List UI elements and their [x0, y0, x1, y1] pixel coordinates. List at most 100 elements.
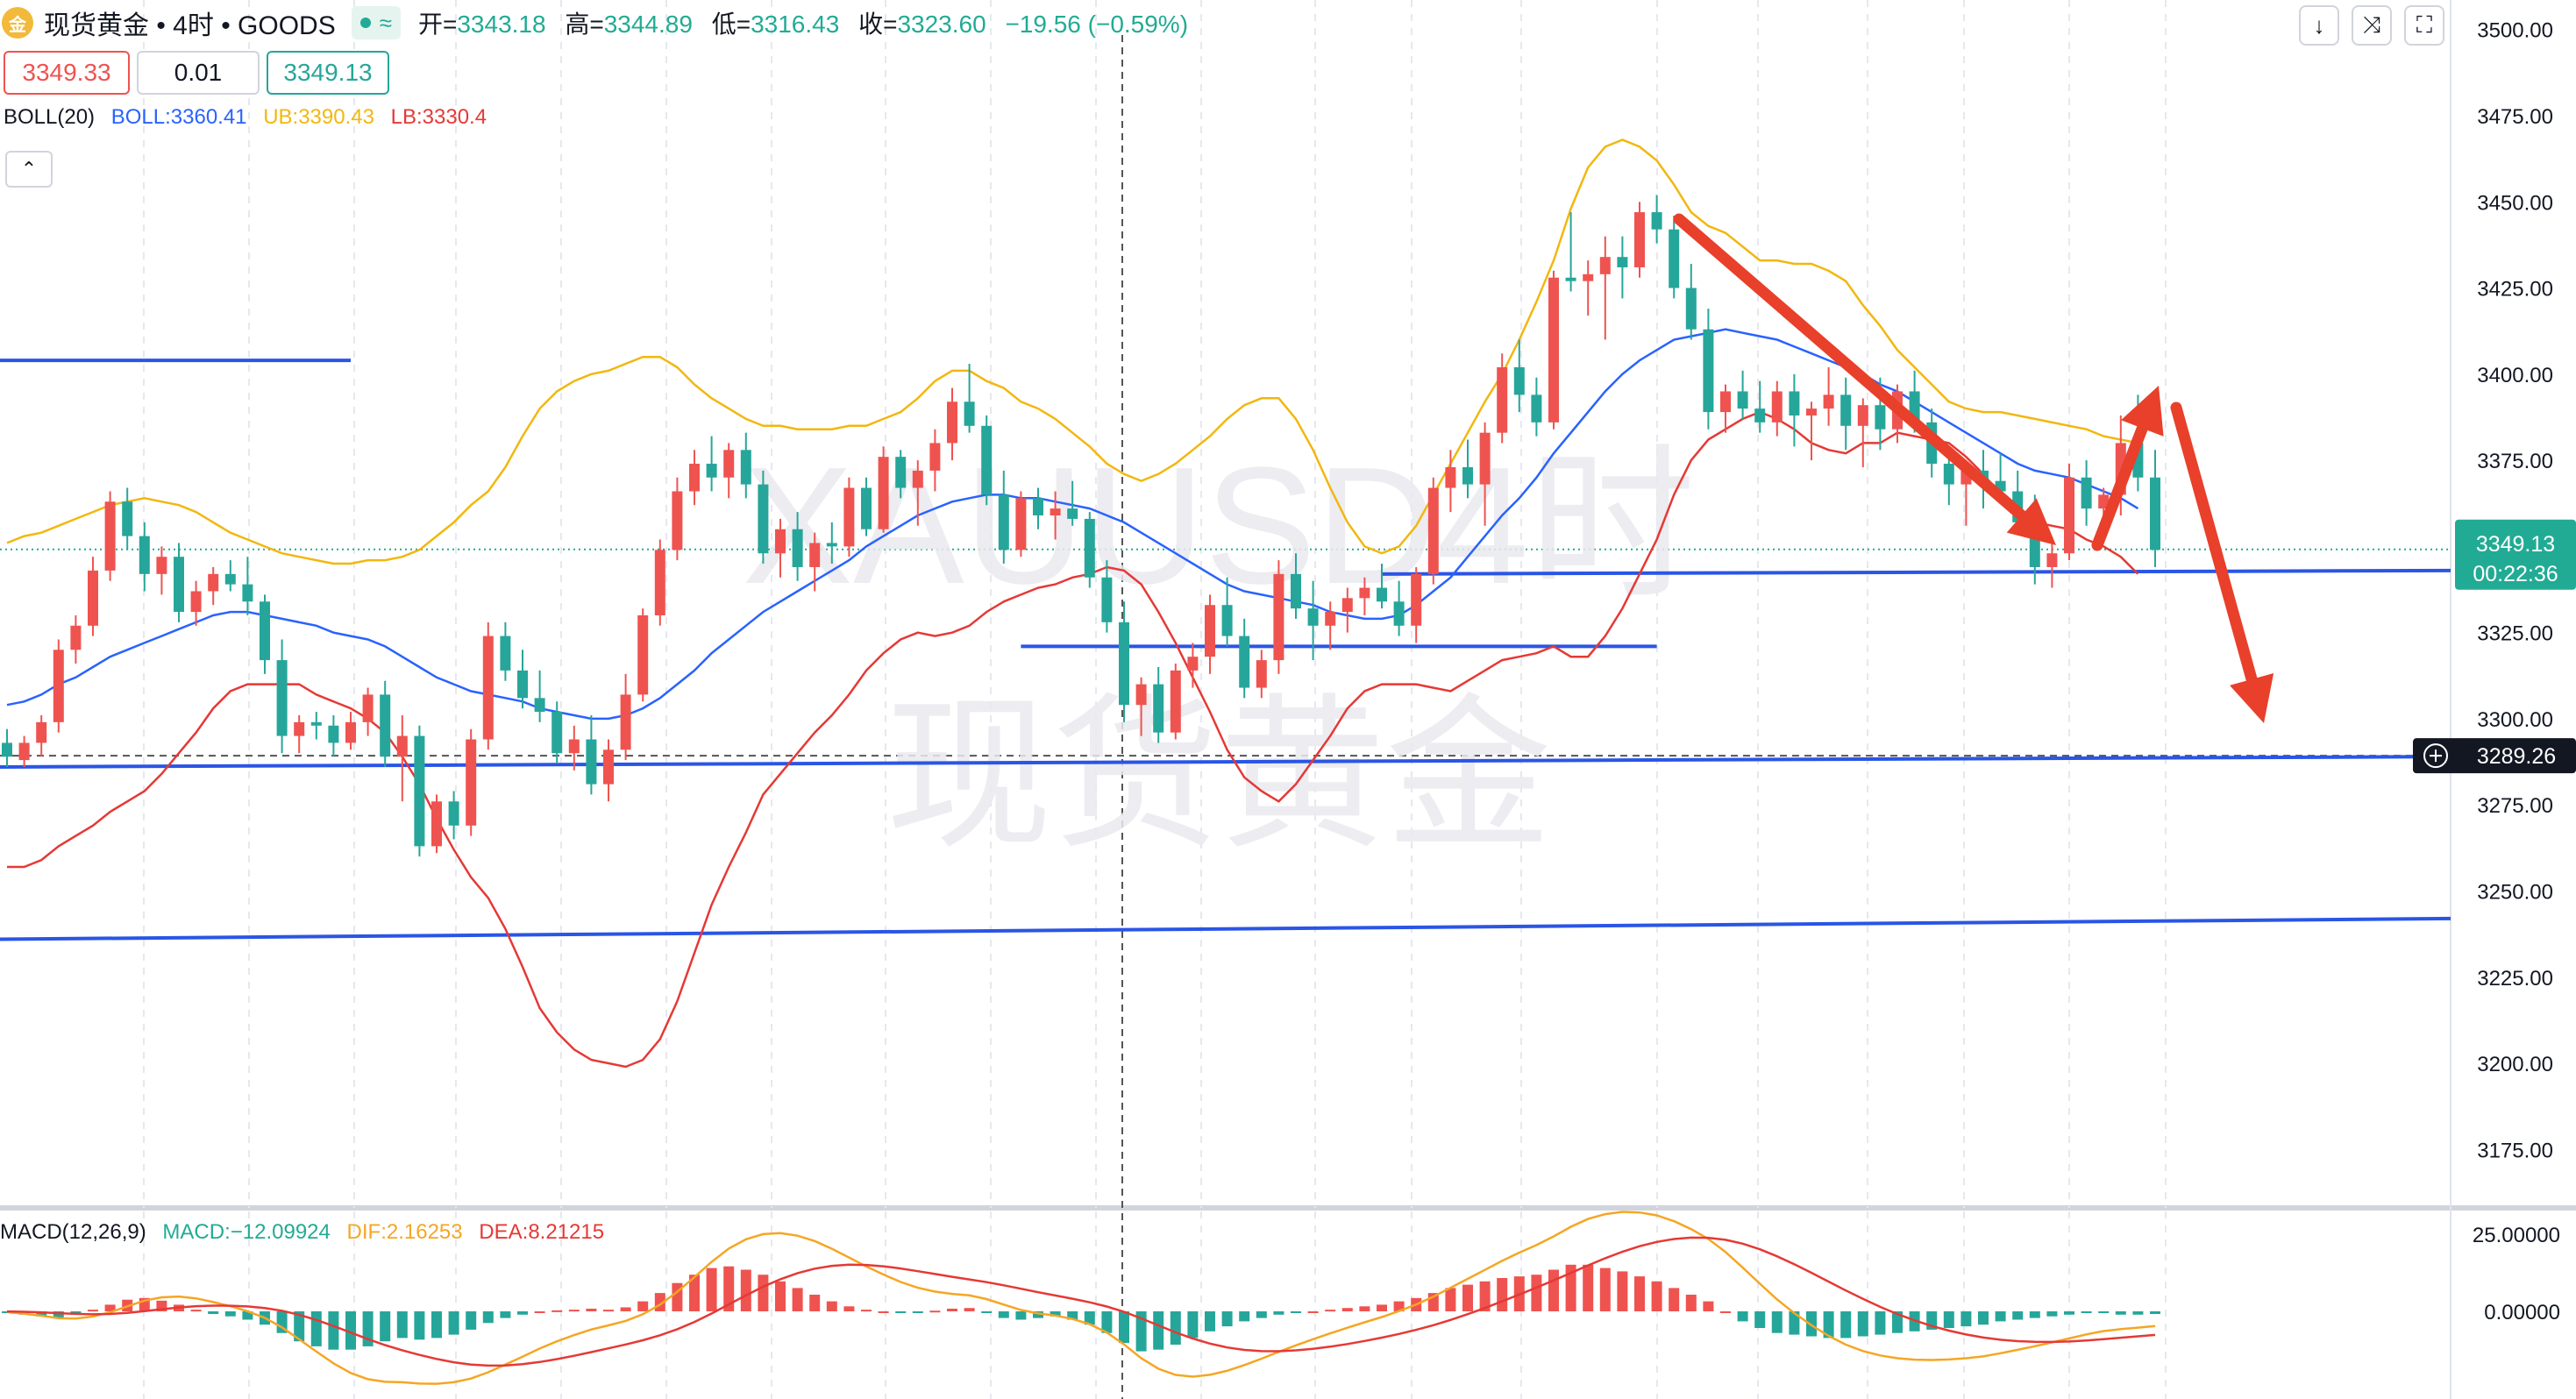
candle-body — [1307, 608, 1319, 626]
low-value: 3316.43 — [751, 11, 840, 38]
macd-bar — [2012, 1311, 2024, 1320]
down-arrow — [1673, 213, 2056, 545]
price-tick-label: 3425.00 — [2477, 278, 2553, 302]
candle-body — [1119, 621, 1129, 706]
candle-body — [2064, 477, 2074, 554]
price-tick-label: 3450.00 — [2477, 191, 2553, 215]
candle-body — [1427, 487, 1439, 574]
projection-arrow-head — [2230, 672, 2274, 723]
price-tick-label: 3275.00 — [2477, 794, 2553, 818]
boll-legend[interactable]: BOLL(20) BOLL:3360.41 UB:3390.43 LB:3330… — [4, 105, 497, 130]
candle-body — [1651, 212, 1662, 230]
candle-body — [1737, 391, 1748, 409]
macd-bar — [1015, 1311, 1027, 1320]
candle-body — [1205, 605, 1215, 657]
candle-body — [1548, 277, 1559, 423]
macd-bar — [276, 1311, 288, 1333]
symbol-title[interactable]: 现货黄金 • 4时 • GOODS — [44, 11, 336, 40]
macd-bar — [1445, 1288, 1456, 1311]
macd-bar — [878, 1311, 889, 1313]
macd-bar — [1119, 1311, 1129, 1344]
candle-body — [1531, 394, 1542, 423]
collapse-legend-button[interactable]: ⌃ — [5, 151, 53, 188]
candle-body — [139, 536, 150, 574]
macd-bar — [1084, 1311, 1095, 1325]
price-axis: 3500.00 3475.00 3450.00 3425.00 3400.00 3375.… — [2473, 19, 2560, 1324]
compare-button[interactable]: ⤨ — [2352, 5, 2392, 46]
candle-body — [1135, 684, 1147, 706]
buy-price-button[interactable]: 3349.13 — [267, 51, 389, 95]
candle-body — [36, 721, 47, 743]
watermark-name: 现货黄金 — [886, 678, 1552, 872]
candle-body — [861, 487, 872, 529]
candle-body — [1341, 598, 1353, 613]
candle-body — [809, 543, 821, 567]
price-tick-label: 3500.00 — [2477, 19, 2553, 43]
macd-bar — [1960, 1311, 1972, 1327]
candle-body — [1720, 391, 1731, 413]
price-tick-label: 3225.00 — [2477, 967, 2553, 991]
macd-bar — [2081, 1311, 2092, 1313]
candle-body — [1479, 432, 1491, 485]
download-button[interactable]: ↓ — [2299, 5, 2339, 46]
price-tick-label: 3200.00 — [2477, 1053, 2553, 1076]
macd-legend[interactable]: MACD(12,26,9) MACD:−12.09924 DIF:2.16253… — [0, 1220, 615, 1245]
candle-body — [18, 742, 30, 761]
candle-body — [929, 443, 941, 471]
candle-body — [1685, 288, 1697, 330]
macd-bar — [208, 1311, 219, 1315]
candle-body — [190, 591, 202, 613]
macd-bar — [2046, 1311, 2058, 1317]
candle-body — [1273, 573, 1284, 661]
macd-bar — [1565, 1264, 1576, 1311]
macd-bar — [620, 1307, 631, 1311]
candle-body — [88, 570, 98, 626]
candle-body — [448, 801, 459, 826]
candle-body — [1634, 212, 1645, 267]
macd-bar — [242, 1311, 253, 1320]
macd-bar — [740, 1269, 751, 1311]
macd-bar — [2150, 1311, 2160, 1315]
candle-body — [1943, 464, 1954, 485]
macd-bar — [1685, 1295, 1697, 1311]
macd-bar — [1153, 1311, 1164, 1350]
candle-body — [758, 484, 769, 554]
sell-price-button[interactable]: 3349.33 — [4, 51, 130, 95]
down-arrow-shaft — [1673, 213, 2028, 522]
macd-bar — [1875, 1311, 1886, 1335]
candle-body — [104, 501, 116, 571]
candle-body — [981, 425, 993, 495]
candle-body — [1291, 573, 1301, 609]
candle-body — [1325, 612, 1336, 626]
candle-body — [706, 464, 717, 478]
candle-body — [1033, 498, 1043, 515]
macd-bar — [2029, 1311, 2040, 1318]
boll-lower-line — [7, 410, 2139, 1069]
candle-body — [310, 721, 322, 726]
candle-body — [156, 557, 167, 574]
candle-body — [208, 573, 219, 592]
candle-body — [500, 636, 511, 671]
change-value: −19.56 (−0.59%) — [1005, 11, 1189, 38]
macd-bar — [1187, 1311, 1199, 1339]
macd-bar — [1995, 1311, 2006, 1322]
macd-bar — [466, 1311, 477, 1330]
market-status[interactable]: ≈ — [351, 6, 401, 39]
macd-bar — [981, 1311, 993, 1313]
macd-bar — [775, 1281, 786, 1311]
candle-body — [637, 615, 649, 695]
candle-body — [260, 601, 270, 661]
macd-bar — [1067, 1311, 1078, 1320]
candle-body — [380, 694, 391, 757]
candle-body — [1875, 405, 1886, 430]
dea-line — [6, 1236, 2156, 1367]
candle-body — [1015, 498, 1027, 550]
fullscreen-button[interactable]: ⛶ — [2404, 5, 2444, 46]
price-tick-label: 3325.00 — [2477, 622, 2553, 646]
macd-bar — [792, 1288, 803, 1311]
candle-body — [1256, 660, 1267, 688]
macd-bar — [345, 1311, 356, 1350]
projection-arrow — [2170, 401, 2274, 723]
macd-bar — [895, 1311, 907, 1313]
